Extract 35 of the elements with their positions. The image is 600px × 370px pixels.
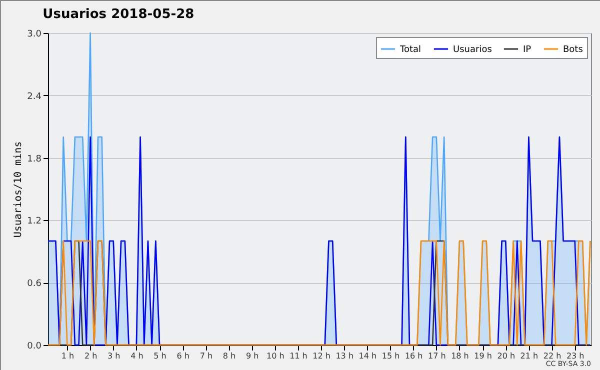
legend-label: Total [399,45,422,55]
x-tick-label: 3 h [108,352,120,360]
x-tick-label: 4 h [130,352,144,360]
x-tick-label: 6 h [176,352,190,360]
y-tick-label: 2.4 [27,92,42,102]
x-tick-label: 21 h [520,352,538,360]
y-tick-label: 3.0 [27,30,42,40]
chart-title: Usuarios 2018-05-28 [42,7,194,22]
x-tick-label: 1 h [61,352,74,360]
x-tick-label: 15 h [382,352,400,360]
x-tick-label: 2 h [84,352,98,360]
x-tick-label: 20 h [497,352,516,360]
y-tick-label: 1.8 [27,154,42,164]
x-tick-label: 11 h [290,352,308,360]
x-tick-label: 9 h [246,352,259,360]
x-tick-label: 10 h [266,352,284,360]
legend-label: IP [523,45,532,55]
legend-label: Bots [563,45,584,55]
y-tick-label: 1.2 [27,216,42,227]
x-tick-label: 14 h [358,352,377,360]
x-tick-label: 5 h [154,352,166,360]
y-tick-label: 0.0 [27,342,42,352]
legend-label: Usuarios [453,45,492,55]
x-tick-label: 12 h [312,352,330,360]
x-tick-label: 8 h [222,352,236,360]
y-tick-label: 0.6 [27,279,42,290]
x-tick-label: 19 h [474,352,492,360]
x-tick-label: 7 h [200,352,213,360]
x-tick-label: 23 h [566,352,584,360]
y-axis-title: Usuarios/10 mins [13,141,24,238]
x-tick-label: 18 h [451,352,469,360]
x-tick-label: 17 h [428,352,446,360]
x-tick-label: 13 h [336,352,354,360]
x-tick-label: 22 h [543,352,562,360]
x-tick-label: 16 h [404,352,423,360]
